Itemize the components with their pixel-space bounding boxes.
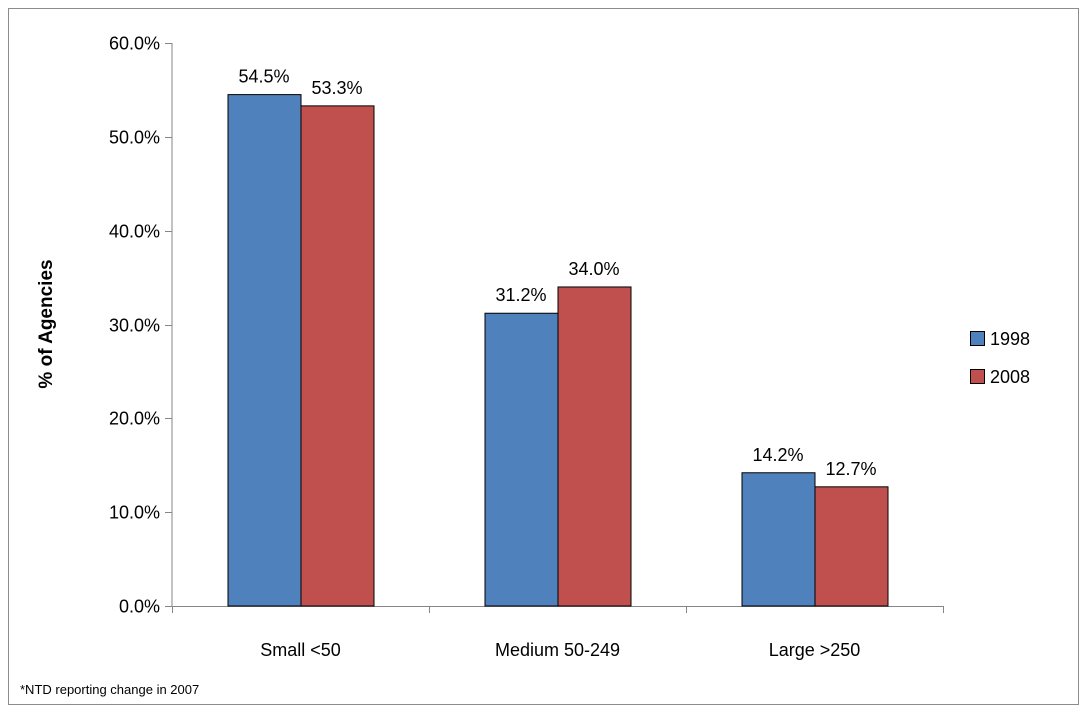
data-label: 31.2%	[495, 285, 546, 305]
bar-2008	[300, 105, 375, 607]
data-label: 34.0%	[568, 259, 619, 279]
y-tick-label: 40.0%	[109, 222, 160, 242]
y-axis: 0.0% 10.0% 20.0% 30.0% 40.0% 50.0% 60.0%	[109, 34, 173, 617]
bar-1998	[227, 94, 302, 607]
footnote: *NTD reporting change in 2007	[20, 682, 199, 697]
bar-2008	[814, 486, 889, 607]
x-category-label: Large >250	[769, 640, 861, 660]
y-tick-label: 0.0%	[119, 597, 160, 617]
data-label: 53.3%	[311, 78, 362, 98]
legend-swatch-1998	[970, 331, 985, 346]
data-label: 12.7%	[825, 459, 876, 479]
y-axis-title: % of Agencies	[36, 259, 57, 388]
data-labels: 54.5% 31.2% 14.2% 53.3% 34.0% 12.7%	[238, 67, 876, 479]
legend-label: 2008	[990, 367, 1030, 387]
y-tick-label: 60.0%	[109, 34, 160, 54]
bar-1998	[484, 312, 559, 607]
legend-label: 1998	[990, 329, 1030, 349]
bar-2008	[557, 286, 632, 607]
bars	[227, 94, 889, 607]
x-category-label: Small <50	[260, 640, 341, 660]
y-tick-label: 50.0%	[109, 128, 160, 148]
y-tick-label: 30.0%	[109, 316, 160, 336]
x-category-label: Medium 50-249	[495, 640, 620, 660]
bar-1998	[741, 472, 816, 607]
data-label: 14.2%	[752, 445, 803, 465]
legend-swatch-2008	[970, 369, 985, 384]
legend: 1998 2008	[970, 329, 1030, 387]
y-tick-label: 10.0%	[109, 503, 160, 523]
y-tick-label: 20.0%	[109, 409, 160, 429]
data-label: 54.5%	[238, 67, 289, 87]
x-axis: Small <50 Medium 50-249 Large >250	[172, 606, 944, 660]
